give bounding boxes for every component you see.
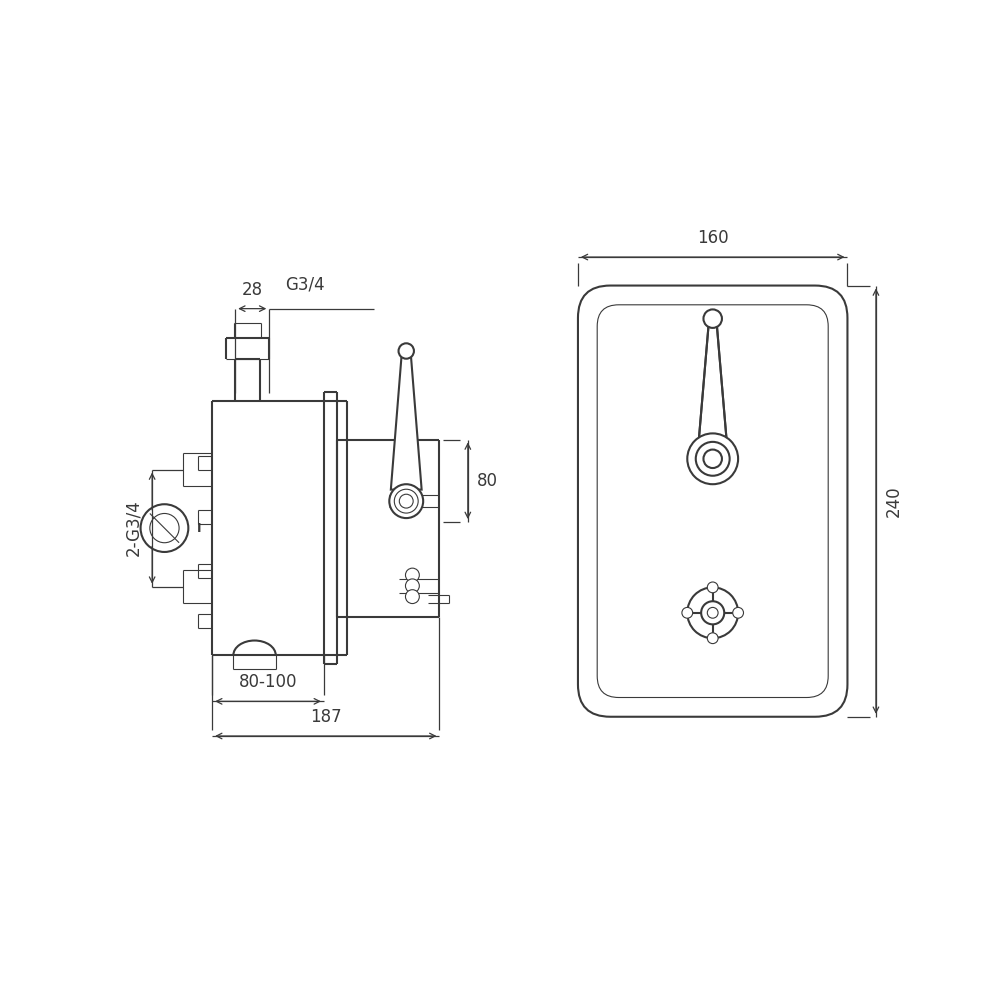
Circle shape xyxy=(696,442,730,476)
Circle shape xyxy=(687,587,738,638)
Text: 28: 28 xyxy=(242,281,263,299)
Polygon shape xyxy=(391,355,422,490)
Circle shape xyxy=(682,607,693,618)
Circle shape xyxy=(707,633,718,644)
Circle shape xyxy=(701,601,724,624)
Circle shape xyxy=(389,484,423,518)
Circle shape xyxy=(687,433,738,484)
Circle shape xyxy=(405,579,419,593)
Text: G3/4: G3/4 xyxy=(285,275,324,293)
Circle shape xyxy=(141,504,188,552)
FancyBboxPatch shape xyxy=(578,286,847,717)
Text: 240: 240 xyxy=(885,485,903,517)
Circle shape xyxy=(703,450,722,468)
Circle shape xyxy=(733,607,744,618)
Circle shape xyxy=(405,590,419,604)
Text: 187: 187 xyxy=(310,708,342,726)
Text: I: I xyxy=(197,522,201,535)
Text: 80-100: 80-100 xyxy=(239,673,297,691)
Polygon shape xyxy=(699,322,727,440)
Circle shape xyxy=(399,494,413,508)
Circle shape xyxy=(707,582,718,593)
Text: 160: 160 xyxy=(697,229,729,247)
Circle shape xyxy=(703,309,722,328)
Circle shape xyxy=(399,343,414,359)
Circle shape xyxy=(150,513,179,543)
Circle shape xyxy=(394,489,418,513)
Circle shape xyxy=(405,568,419,582)
Circle shape xyxy=(707,607,718,618)
Text: 2-G3/4: 2-G3/4 xyxy=(125,500,143,556)
Text: 80: 80 xyxy=(477,472,498,490)
